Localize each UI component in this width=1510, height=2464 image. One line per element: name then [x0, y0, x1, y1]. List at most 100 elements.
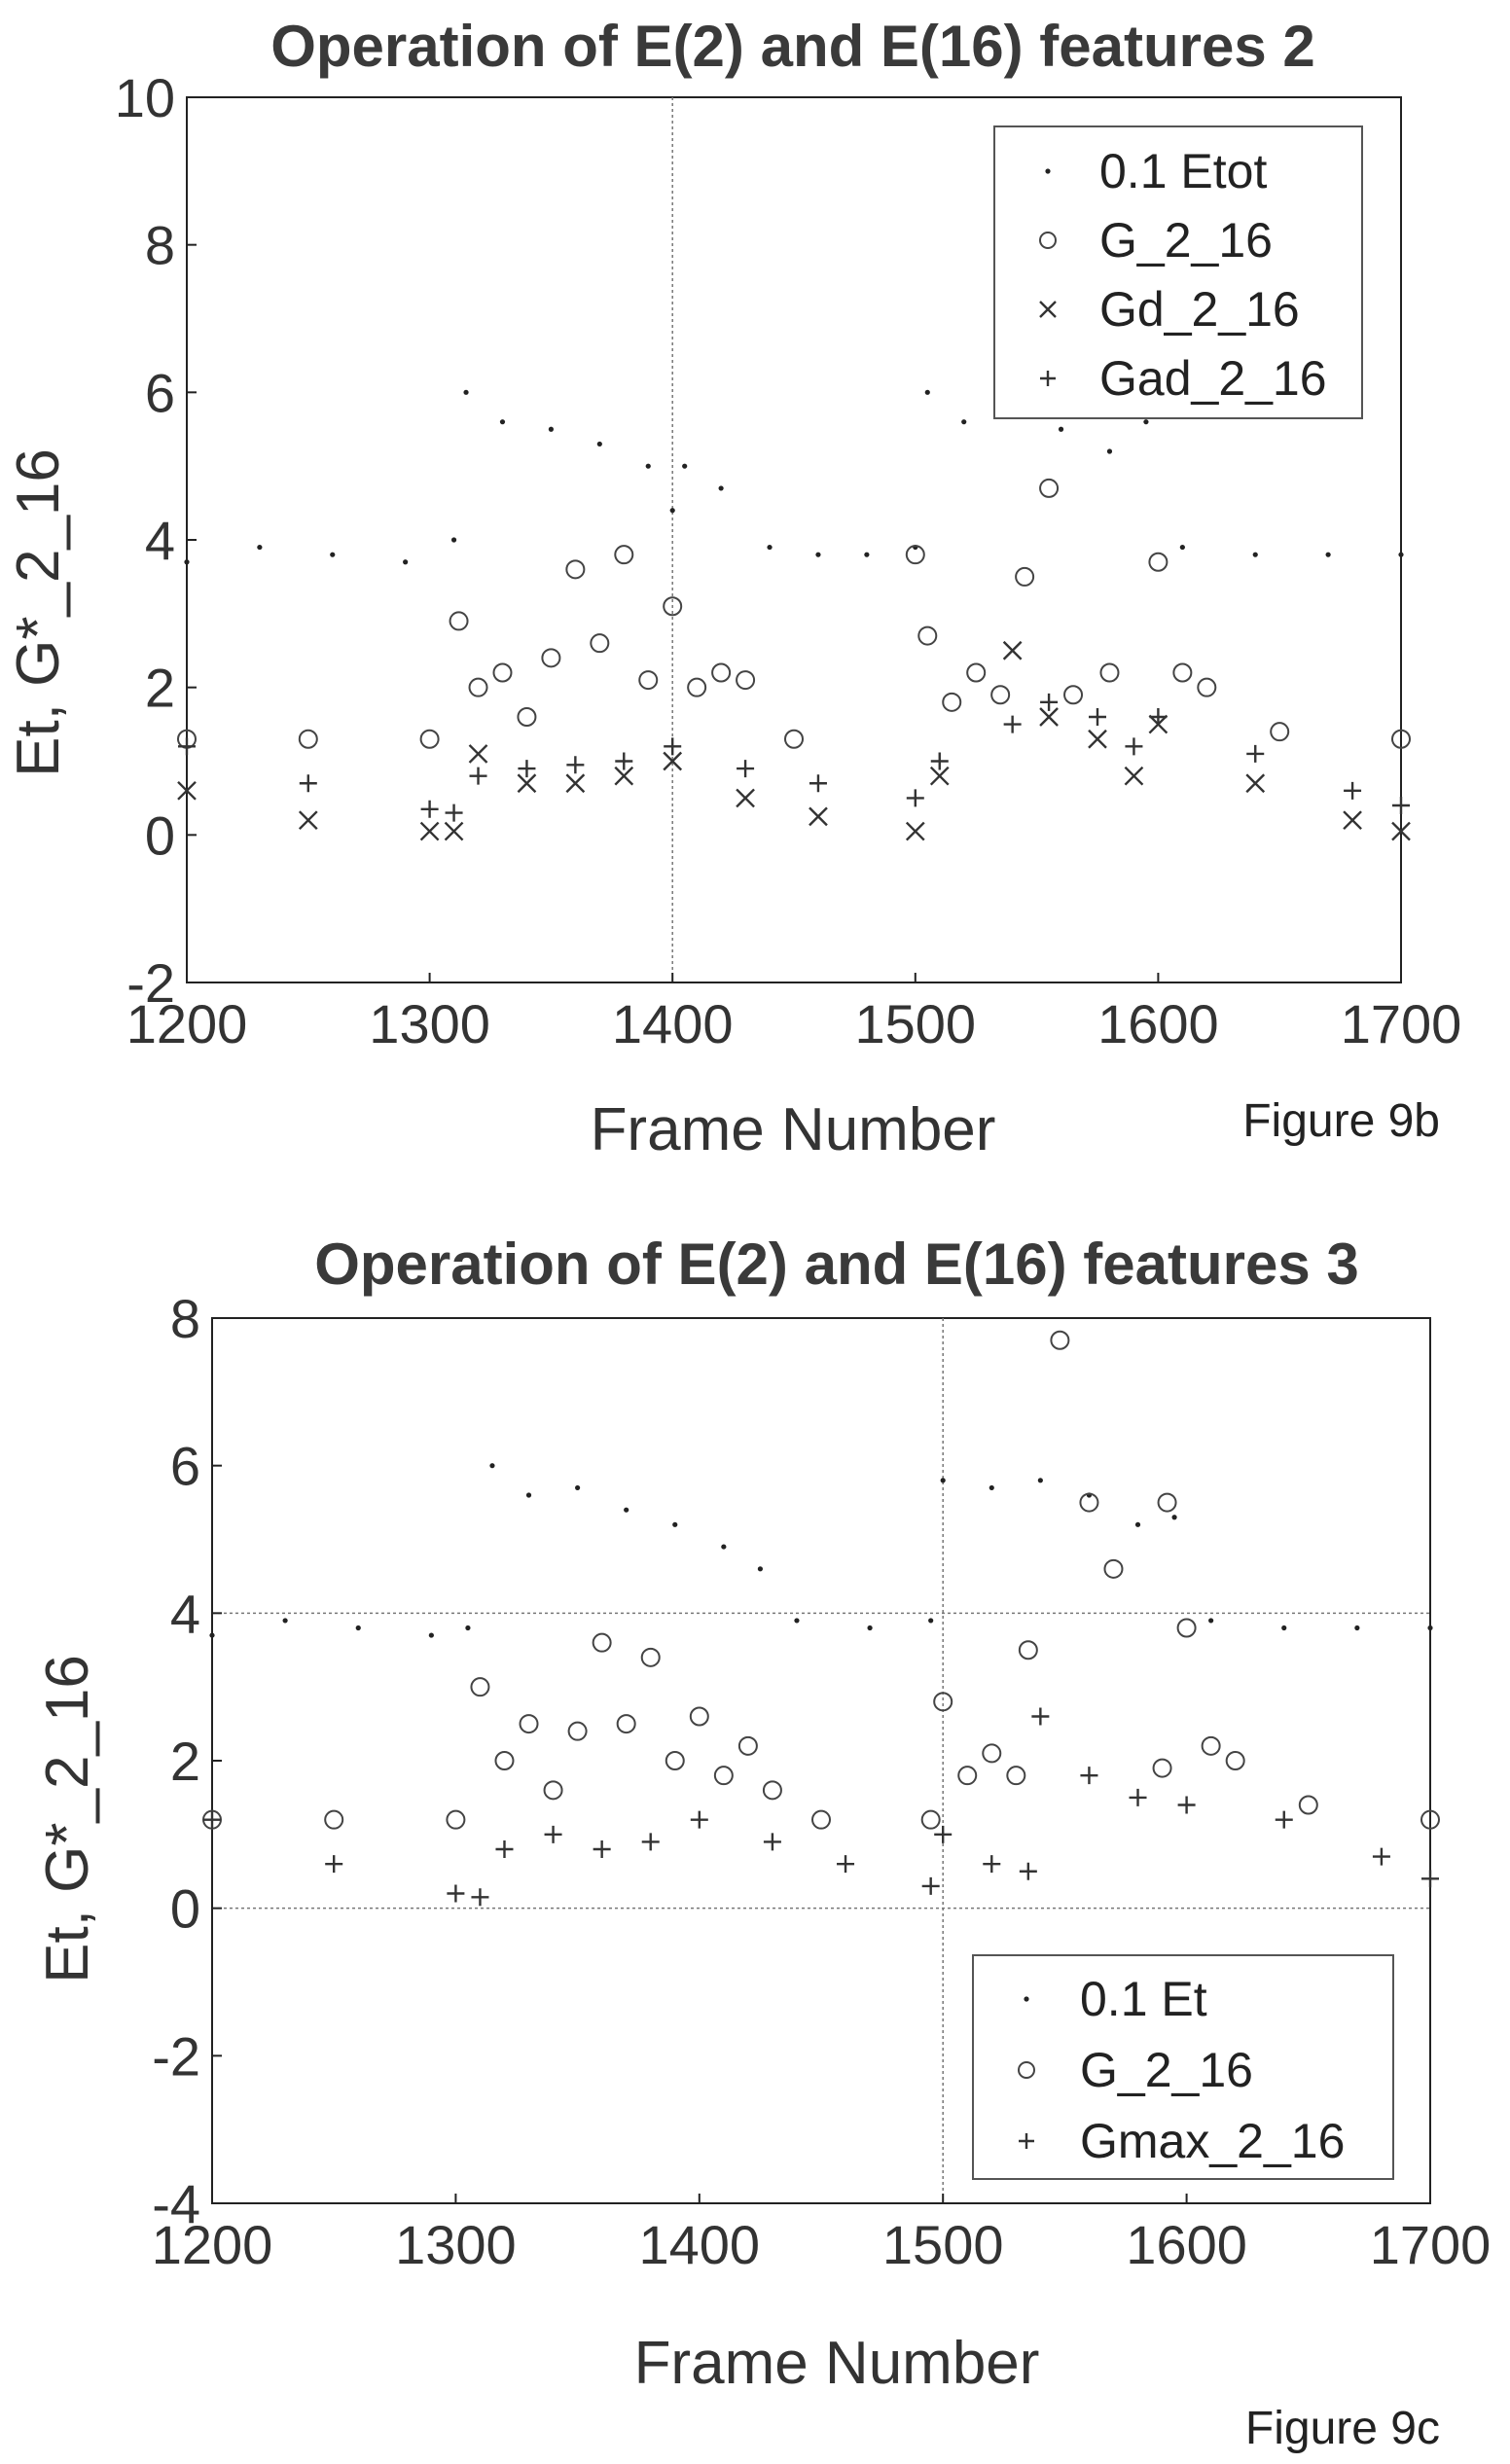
data-point-circle	[966, 662, 987, 683]
data-point-circle	[567, 1721, 588, 1741]
data-point-x	[1124, 766, 1144, 786]
y-tick-label: 6	[145, 362, 175, 423]
y-tick-label: -4	[152, 2173, 200, 2234]
data-point-circle	[1152, 1758, 1172, 1778]
legend-label: 0.1 Et	[1080, 1972, 1207, 2026]
y-tick-label: 8	[145, 215, 175, 276]
data-point-circle	[640, 1647, 661, 1667]
series-plus	[203, 1707, 1439, 1907]
data-point-plus	[420, 800, 439, 818]
data-point-circle	[784, 729, 804, 749]
data-point-plus	[178, 737, 196, 756]
x-tick-label: 1300	[369, 993, 490, 1054]
x-tick-label: 1300	[395, 2214, 517, 2275]
data-point-plus	[921, 1876, 940, 1895]
data-point-dot	[525, 1492, 532, 1498]
legend-markers	[1018, 1996, 1035, 2149]
data-point-x	[444, 821, 464, 841]
legend-box	[972, 1954, 1394, 2180]
data-point-x	[517, 773, 537, 794]
data-point-circle	[468, 677, 488, 697]
x-tick-label: 1500	[882, 2214, 1004, 2275]
plot-area: 1200 1300 1400 1500 1600 1700 -4 -2 0 2 4 6 8	[152, 1288, 1492, 2275]
data-point-x	[1002, 640, 1023, 661]
data-point-plus	[445, 803, 463, 822]
legend: 0.1 Etot G_2_16 Gd_2_16 Gad_2_16	[993, 125, 1363, 419]
data-point-dot	[718, 485, 724, 491]
x-axis-label: Frame Number	[634, 2330, 1040, 2397]
data-point-plus	[299, 774, 317, 793]
data-point-plus	[930, 752, 949, 770]
data-point-circle	[917, 625, 938, 646]
data-point-dot	[961, 419, 967, 425]
data-point-circle	[1079, 1492, 1099, 1513]
data-point-plus	[325, 1855, 343, 1874]
chart-title: Operation of E(2) and E(16) features 3	[314, 1232, 1359, 1297]
data-point-circle	[565, 559, 586, 580]
legend-label: Gad_2_16	[1099, 351, 1327, 406]
x-tick-label: 1500	[855, 993, 977, 1054]
legend-markers	[1039, 168, 1057, 386]
data-point-plus	[203, 1810, 221, 1829]
data-point-circle	[689, 1706, 709, 1727]
data-point-dot	[989, 1484, 994, 1491]
data-point-dot	[184, 559, 190, 565]
data-point-plus	[1149, 708, 1168, 726]
data-point-circle	[1270, 722, 1290, 742]
y-axis-label: Et, G*_2_16	[34, 1655, 101, 1983]
data-point-circle	[713, 1766, 734, 1786]
data-point-plus	[664, 737, 682, 756]
data-point-plus	[1392, 797, 1410, 814]
data-point-plus	[641, 1833, 660, 1851]
data-point-plus	[809, 774, 827, 793]
data-point-plus	[1031, 1707, 1050, 1726]
data-point-dot	[1427, 1625, 1433, 1631]
data-point-plus	[934, 1825, 953, 1843]
figure-caption: Figure 9c	[1245, 2403, 1440, 2454]
data-point-plus	[1125, 737, 1143, 756]
data-point-dot	[499, 419, 506, 425]
data-point-plus	[737, 760, 755, 778]
data-point-dot	[924, 389, 930, 395]
data-point-dot	[548, 426, 555, 432]
data-point-circle	[519, 1714, 539, 1734]
data-point-circle	[1018, 1640, 1038, 1661]
data-point-dot	[1179, 544, 1185, 551]
data-point-dot	[669, 508, 675, 514]
data-point-circle	[324, 1809, 344, 1830]
data-point-dot	[1354, 1625, 1360, 1631]
data-point-circle	[517, 707, 537, 727]
data-point-dot	[794, 1618, 800, 1624]
data-point-circle	[470, 1677, 490, 1697]
plot-area: 1200 1300 1400 1500 1600 1700 -2 0 2 4 6 8 10	[115, 67, 1462, 1054]
y-tick-label: 10	[115, 67, 175, 128]
y-tick-label: 6	[170, 1436, 200, 1497]
data-point-circle	[811, 1809, 831, 1830]
data-point-dot	[864, 552, 870, 557]
data-point-circle	[1063, 685, 1084, 705]
series-dot	[209, 1463, 1433, 1638]
data-point-dot	[450, 537, 457, 543]
data-point-dot	[1281, 1625, 1287, 1631]
data-point-dot	[463, 389, 469, 395]
data-point-x	[929, 766, 950, 786]
data-point-x	[1088, 729, 1107, 749]
data-point-plus	[1089, 708, 1106, 726]
data-point-circle	[1006, 1766, 1026, 1786]
data-point-dot	[1252, 552, 1258, 557]
data-point-circle	[1391, 729, 1411, 749]
legend-label: Gd_2_16	[1099, 282, 1300, 337]
x-tick-label: 1700	[1370, 2214, 1492, 2275]
data-point-circle	[1176, 1618, 1197, 1638]
data-point-x	[663, 751, 683, 771]
data-point-circle	[449, 611, 469, 631]
data-point-dot	[428, 1632, 434, 1638]
data-point-dot	[928, 1618, 934, 1624]
data-point-circle	[1103, 1558, 1124, 1579]
data-point-dot	[624, 1507, 629, 1513]
legend-label: G_2_16	[1080, 2043, 1253, 2097]
data-point-plus	[447, 1884, 465, 1903]
data-point-circle	[933, 1692, 953, 1712]
data-point-circle	[665, 1751, 685, 1770]
